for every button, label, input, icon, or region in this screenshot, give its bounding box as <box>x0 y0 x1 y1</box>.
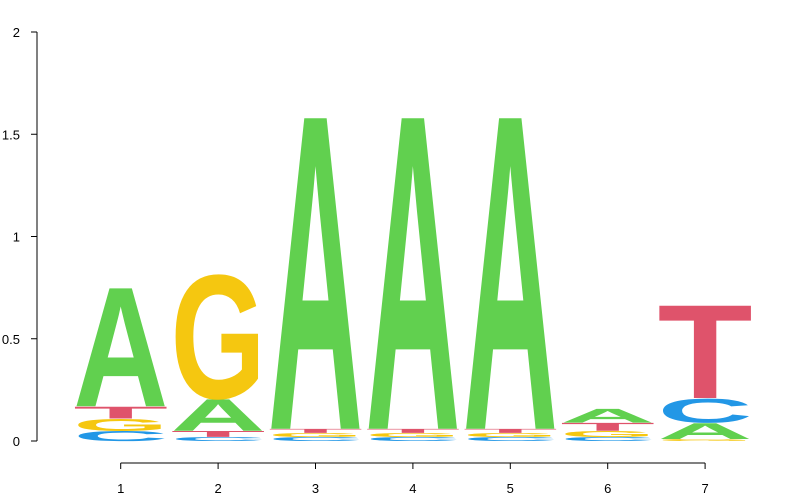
logo-letter-T: T <box>268 428 363 434</box>
x-tick-label: 6 <box>604 481 611 496</box>
logo-letter-T: T <box>560 421 655 434</box>
logo-letter-A: A <box>268 21 363 500</box>
logo-letter-C: C <box>171 436 266 442</box>
y-tick-label: 1 <box>13 230 20 245</box>
logo-letter-C: C <box>658 392 753 430</box>
logo-letter-A: A <box>658 419 753 444</box>
logo-letter-G: G <box>268 432 363 438</box>
logo-letter-A: A <box>560 405 655 427</box>
y-tick-label: 0 <box>13 434 20 449</box>
logo-letter-G: G <box>365 432 460 438</box>
logo-letter-C: C <box>365 436 460 442</box>
logo-letter-G: G <box>171 239 266 437</box>
logo-letter-A: A <box>463 21 558 500</box>
logo-letter-C: C <box>268 436 363 442</box>
logo-letter-T: T <box>73 403 168 422</box>
logo-letter-G: G <box>73 415 168 434</box>
logo-letter-C: C <box>560 436 655 442</box>
logo-letter-G: G <box>658 438 753 441</box>
logo-letter-T: T <box>658 277 753 427</box>
y-tick-label: 2 <box>13 25 20 40</box>
logo-letter-A: A <box>171 389 266 440</box>
logo-letter-A: A <box>73 253 168 444</box>
logo-letter-G: G <box>463 432 558 438</box>
y-tick-label: 1.5 <box>2 127 20 142</box>
y-tick-label: 0.5 <box>2 332 20 347</box>
logo-letter-C: C <box>463 436 558 442</box>
x-tick-label: 1 <box>117 481 124 496</box>
logo-letter-T: T <box>171 429 266 439</box>
x-tick-label: 7 <box>701 481 708 496</box>
x-axis: 1 2 3 4 5 6 7 <box>117 462 709 496</box>
x-tick-label: 3 <box>312 481 319 496</box>
logo-letter-G: G <box>560 429 655 439</box>
logo-letter-T: T <box>463 428 558 434</box>
x-tick-label: 2 <box>214 481 221 496</box>
x-tick-label: 5 <box>507 481 514 496</box>
x-tick-label: 4 <box>409 481 416 496</box>
logo-letter-A: A <box>365 21 460 500</box>
logo-letter-T: T <box>365 428 460 434</box>
y-axis: 0 0.5 1 1.5 2 <box>2 25 38 449</box>
logo-letter-C: C <box>73 428 168 444</box>
